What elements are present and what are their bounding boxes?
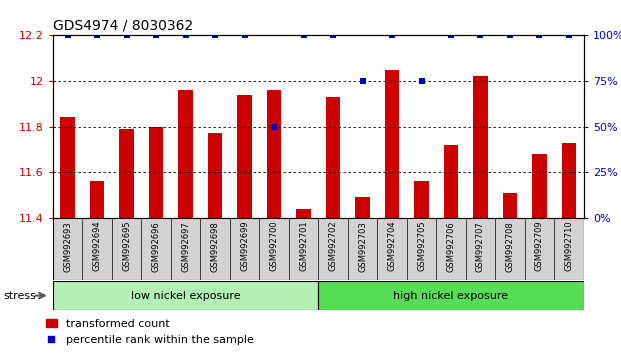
Point — [122, 33, 132, 38]
Text: GSM992708: GSM992708 — [505, 221, 514, 272]
Text: GSM992701: GSM992701 — [299, 221, 308, 272]
Point — [417, 78, 427, 84]
Text: GSM992702: GSM992702 — [329, 221, 337, 272]
Point — [63, 33, 73, 38]
Text: GSM992704: GSM992704 — [388, 221, 396, 272]
Text: GSM992694: GSM992694 — [93, 221, 101, 272]
Text: GSM992696: GSM992696 — [152, 221, 160, 272]
Point — [446, 33, 456, 38]
Text: low nickel exposure: low nickel exposure — [130, 291, 240, 301]
Point — [535, 33, 545, 38]
Bar — [325, 97, 340, 218]
Text: GSM992707: GSM992707 — [476, 221, 485, 272]
Bar — [207, 133, 222, 218]
Legend: transformed count, percentile rank within the sample: transformed count, percentile rank withi… — [46, 319, 254, 345]
Bar — [237, 95, 252, 218]
Point — [564, 33, 574, 38]
Point — [387, 33, 397, 38]
Text: GDS4974 / 8030362: GDS4974 / 8030362 — [53, 19, 193, 33]
Text: GSM992710: GSM992710 — [564, 221, 573, 272]
Bar — [53, 281, 319, 310]
Text: GSM992703: GSM992703 — [358, 221, 367, 272]
Point — [181, 33, 191, 38]
Bar — [119, 129, 134, 218]
Bar — [148, 126, 163, 218]
Bar — [89, 181, 104, 218]
Bar — [561, 143, 576, 218]
Text: GSM992705: GSM992705 — [417, 221, 426, 272]
Text: GSM992695: GSM992695 — [122, 221, 131, 272]
Bar — [532, 154, 547, 218]
Point — [505, 33, 515, 38]
Bar — [60, 118, 75, 218]
Point — [240, 33, 250, 38]
Bar — [319, 281, 584, 310]
Text: GSM992698: GSM992698 — [211, 221, 219, 272]
Text: GSM992697: GSM992697 — [181, 221, 190, 272]
Bar — [443, 145, 458, 218]
Point — [210, 33, 220, 38]
Text: GSM992700: GSM992700 — [270, 221, 278, 272]
Point — [151, 33, 161, 38]
Point — [476, 33, 486, 38]
Point — [358, 78, 368, 84]
Point — [269, 124, 279, 129]
Text: GSM992693: GSM992693 — [63, 221, 72, 272]
Text: GSM992709: GSM992709 — [535, 221, 544, 272]
Point — [328, 33, 338, 38]
Bar — [266, 90, 281, 218]
Text: stress: stress — [3, 291, 36, 301]
Bar — [296, 209, 311, 218]
Text: GSM992699: GSM992699 — [240, 221, 249, 272]
Text: GSM992706: GSM992706 — [446, 221, 455, 272]
Bar — [414, 181, 429, 218]
Bar — [473, 76, 488, 218]
Bar — [178, 90, 193, 218]
Point — [299, 33, 309, 38]
Point — [92, 33, 102, 38]
Bar — [502, 193, 517, 218]
Bar — [355, 197, 370, 218]
Text: high nickel exposure: high nickel exposure — [394, 291, 509, 301]
Bar — [384, 70, 399, 218]
